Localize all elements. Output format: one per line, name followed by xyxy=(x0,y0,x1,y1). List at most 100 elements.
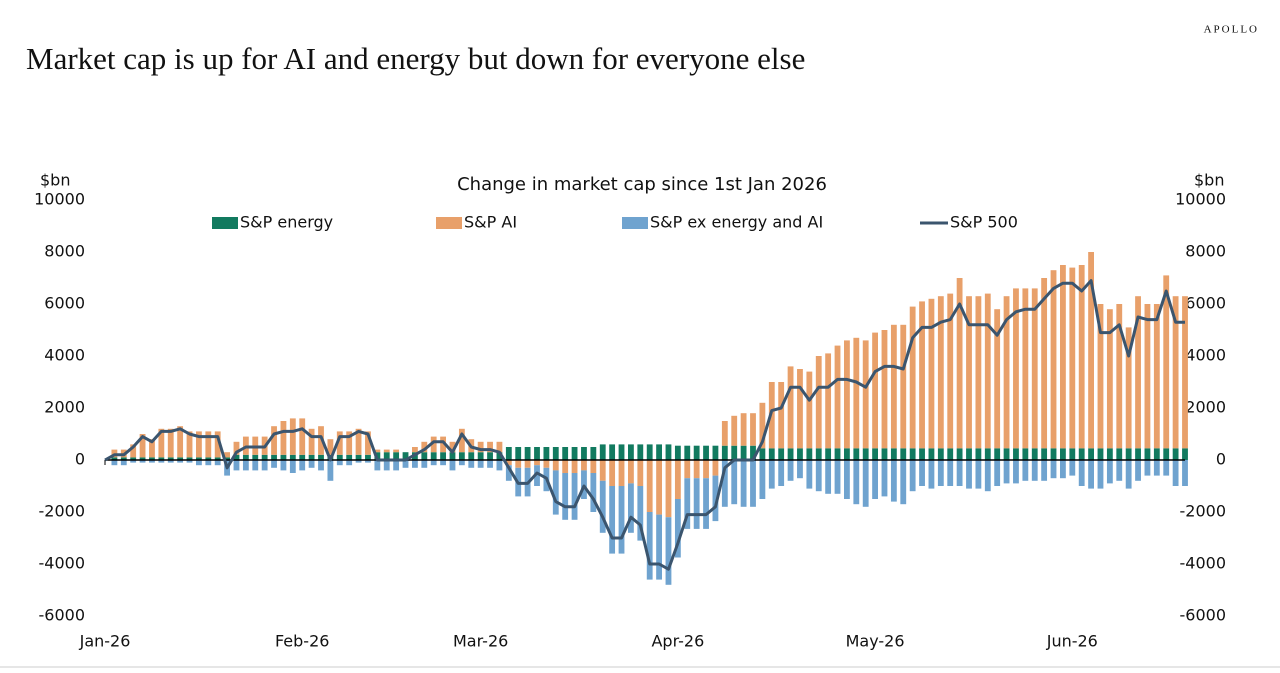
bar xyxy=(130,444,137,458)
bar xyxy=(853,460,860,505)
bar xyxy=(815,356,822,449)
bar xyxy=(825,460,832,494)
bar xyxy=(571,473,578,520)
bar xyxy=(543,447,550,460)
bar xyxy=(1144,448,1151,460)
bar xyxy=(111,457,118,460)
x-tick-label: Mar-26 xyxy=(453,632,508,651)
bar xyxy=(628,460,634,484)
bar xyxy=(1013,448,1019,460)
bar xyxy=(984,448,991,460)
bar xyxy=(1022,460,1029,481)
bar xyxy=(599,480,606,533)
bar xyxy=(449,460,456,471)
bar xyxy=(477,441,484,453)
y2-tick-label: 8000 xyxy=(1185,242,1226,261)
bar xyxy=(919,460,925,486)
bar xyxy=(158,428,165,458)
bar xyxy=(693,460,700,479)
bar xyxy=(721,421,728,446)
bar xyxy=(1135,448,1141,460)
bar xyxy=(628,483,634,533)
bar xyxy=(1153,460,1160,476)
bar xyxy=(515,447,522,460)
bar xyxy=(1060,448,1066,460)
bar xyxy=(590,460,597,473)
bar xyxy=(261,454,268,460)
bar xyxy=(534,460,540,466)
bar xyxy=(966,460,972,489)
bar xyxy=(139,457,146,460)
bar xyxy=(862,448,869,460)
bar xyxy=(449,441,456,453)
bar xyxy=(1069,460,1076,476)
y-tick-label: 6000 xyxy=(44,294,85,313)
bar xyxy=(862,460,869,507)
bar xyxy=(909,460,916,492)
y-tick-label: 0 xyxy=(75,450,85,469)
y-tick-label: -2000 xyxy=(39,502,86,521)
bar xyxy=(1013,460,1019,484)
bar xyxy=(900,324,907,449)
bar xyxy=(740,445,747,460)
bar xyxy=(703,478,709,529)
bar xyxy=(280,421,287,455)
bar xyxy=(1050,270,1057,449)
bar xyxy=(1125,460,1132,489)
bar xyxy=(562,473,569,520)
bar xyxy=(947,460,954,486)
bar xyxy=(496,441,503,453)
bar xyxy=(731,415,738,446)
bar xyxy=(1144,460,1151,476)
bar xyxy=(844,448,850,460)
bar xyxy=(534,465,540,486)
x-tick-label: May-26 xyxy=(846,632,905,651)
bar xyxy=(1172,448,1179,460)
bar xyxy=(853,448,860,460)
bar xyxy=(609,444,616,460)
bar xyxy=(393,449,400,453)
bar xyxy=(674,499,681,558)
bar xyxy=(186,457,193,460)
y2-tick-label: 6000 xyxy=(1185,294,1226,313)
bar xyxy=(919,448,925,460)
legend-label: S&P AI xyxy=(464,213,517,232)
bar xyxy=(1060,265,1066,449)
bar xyxy=(787,448,794,460)
bar xyxy=(787,366,794,449)
bar xyxy=(252,460,259,471)
bar xyxy=(1031,460,1038,481)
bar xyxy=(271,460,277,468)
bar xyxy=(214,460,221,466)
bar xyxy=(383,460,390,471)
bar xyxy=(656,444,662,460)
bar xyxy=(280,460,287,471)
bar xyxy=(815,460,822,492)
bar xyxy=(1182,448,1188,460)
bar xyxy=(158,460,165,463)
bar xyxy=(393,460,400,471)
bar xyxy=(458,428,465,453)
bar xyxy=(1097,460,1104,489)
y-tick-label: 8000 xyxy=(44,242,85,261)
bar xyxy=(440,452,446,460)
bar xyxy=(599,460,606,481)
bar xyxy=(289,460,296,473)
bar xyxy=(149,439,155,458)
bar xyxy=(750,413,756,446)
bar xyxy=(571,447,578,460)
bar xyxy=(308,460,315,468)
bar xyxy=(1106,309,1113,449)
bar xyxy=(562,460,569,473)
y-tick-label: 10000 xyxy=(34,190,85,209)
bar xyxy=(1041,278,1048,449)
bar xyxy=(487,460,493,468)
bar xyxy=(684,478,691,529)
bars xyxy=(111,252,1188,585)
bar xyxy=(458,460,465,466)
bar xyxy=(1088,252,1094,449)
bar xyxy=(815,448,822,460)
bar xyxy=(214,431,221,458)
bar xyxy=(956,460,963,486)
bar xyxy=(890,448,897,460)
